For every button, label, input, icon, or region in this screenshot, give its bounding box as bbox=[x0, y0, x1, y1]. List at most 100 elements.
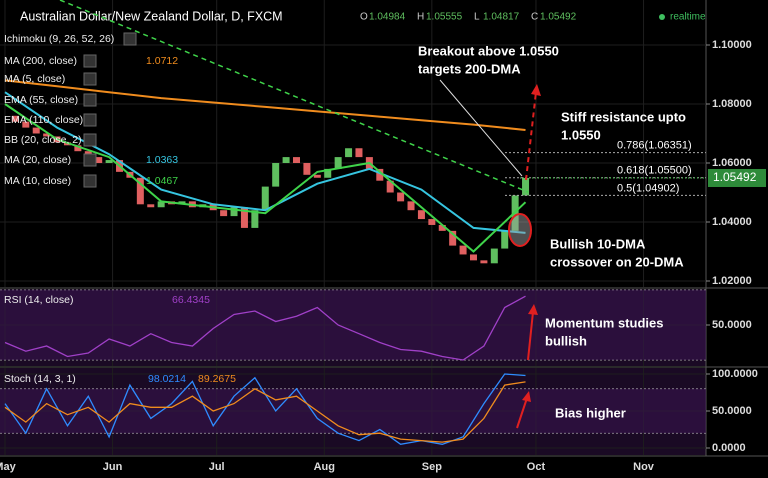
pointer-arrow bbox=[439, 79, 523, 177]
y-tick-label: 50.0000 bbox=[712, 405, 752, 417]
y-tick-label: 1.04000 bbox=[712, 216, 752, 228]
candle bbox=[313, 174, 321, 178]
trendline bbox=[59, 0, 529, 193]
legend-value: 98.0214 bbox=[148, 373, 186, 385]
legend-entry: BB (20, close, 2) bbox=[4, 134, 82, 146]
ma-line bbox=[4, 103, 527, 253]
legend-icon bbox=[83, 174, 97, 188]
ohlc-value: 1.05492 bbox=[540, 12, 577, 23]
indicator-line bbox=[4, 381, 526, 443]
candle bbox=[355, 148, 363, 158]
candle bbox=[136, 177, 144, 205]
candle bbox=[147, 204, 155, 208]
candle bbox=[501, 230, 509, 249]
annotation: Breakout above 1.0550 bbox=[418, 43, 559, 58]
y-tick-label: 1.08000 bbox=[712, 98, 752, 110]
candle bbox=[230, 207, 238, 217]
ohlc-key: O bbox=[360, 12, 368, 23]
annotation: Bullish 10-DMA bbox=[550, 236, 646, 251]
x-tick-label: Jul bbox=[209, 461, 225, 473]
candle bbox=[417, 210, 425, 220]
candle bbox=[74, 145, 82, 152]
candle bbox=[22, 121, 30, 128]
candle bbox=[459, 245, 467, 255]
annotation: 1.0550 bbox=[561, 127, 601, 142]
arrow-head bbox=[522, 391, 531, 402]
candle bbox=[522, 177, 530, 196]
candle bbox=[397, 192, 405, 202]
legend-entry: Ichimoku (9, 26, 52, 26) bbox=[4, 33, 114, 45]
annotation: Stiff resistance upto bbox=[561, 109, 686, 124]
candle bbox=[251, 210, 259, 228]
candle bbox=[345, 148, 353, 158]
candle bbox=[428, 219, 436, 225]
y-tick-label: 1.10000 bbox=[712, 39, 752, 51]
candle bbox=[449, 230, 457, 246]
candle bbox=[95, 157, 103, 164]
candle bbox=[490, 248, 498, 264]
stoch-arrow bbox=[516, 397, 528, 429]
ohlc-value: 1.05555 bbox=[426, 12, 463, 23]
candle bbox=[303, 163, 311, 175]
candle bbox=[438, 224, 446, 231]
legend-entry: MA (20, close) bbox=[4, 154, 71, 166]
ohlc-value: 1.04817 bbox=[483, 12, 520, 23]
status: realtime bbox=[670, 12, 706, 23]
annotation: Bias higher bbox=[555, 405, 626, 420]
ohlc-key: L bbox=[474, 12, 480, 23]
annotation: crossover on 20-DMA bbox=[550, 254, 684, 269]
x-tick-label: Jun bbox=[103, 461, 123, 473]
candle bbox=[469, 254, 477, 261]
legend-entry: MA (5, close) bbox=[4, 73, 65, 85]
indicator-line bbox=[4, 295, 526, 361]
crossover-highlight bbox=[508, 213, 532, 247]
legend-entry: MA (10, close) bbox=[4, 175, 71, 187]
level-band bbox=[0, 388, 706, 434]
ohlc-key: H bbox=[417, 12, 424, 23]
legend-icon bbox=[83, 72, 97, 86]
candle bbox=[220, 210, 228, 217]
x-tick-label: May bbox=[0, 461, 17, 473]
legend-icon bbox=[83, 113, 97, 127]
candle bbox=[293, 157, 301, 164]
candle bbox=[261, 186, 269, 211]
legend-icon bbox=[83, 133, 97, 147]
legend-value: 89.2675 bbox=[198, 373, 236, 385]
y-tick-label: 0.0000 bbox=[712, 442, 746, 454]
legend-icon bbox=[83, 153, 97, 167]
ma-line bbox=[4, 79, 526, 131]
annotation: bullish bbox=[545, 333, 587, 348]
arrow-head bbox=[528, 304, 538, 315]
candle bbox=[386, 180, 394, 193]
fib-label: 0.618(1.05500) bbox=[617, 165, 692, 177]
y-tick-label: 50.0000 bbox=[712, 319, 752, 331]
chart-title: Australian Dollar/New Zealand Dollar, D,… bbox=[20, 9, 283, 23]
candle bbox=[105, 160, 113, 164]
legend-value: 66.4345 bbox=[172, 294, 210, 306]
legend-icon bbox=[83, 54, 97, 68]
legend-icon bbox=[123, 32, 137, 46]
candle bbox=[240, 207, 248, 228]
projection-arrow bbox=[525, 91, 537, 181]
legend-value: 1.0712 bbox=[146, 55, 178, 67]
candle bbox=[157, 201, 165, 208]
legend-value: 1.0467 bbox=[146, 175, 178, 187]
legend-entry: EMA (55, close) bbox=[4, 94, 78, 106]
ohlc-key: C bbox=[531, 12, 538, 23]
candle bbox=[480, 260, 488, 264]
fib-label: 0.786(1.06351) bbox=[617, 140, 692, 152]
panel-title: Stoch (14, 3, 1) bbox=[4, 373, 76, 385]
arrow-head bbox=[531, 84, 541, 96]
y-tick-label: 1.06000 bbox=[712, 157, 752, 169]
x-tick-label: Oct bbox=[527, 461, 546, 473]
panel-title: RSI (14, close) bbox=[4, 294, 73, 306]
candle bbox=[324, 168, 332, 178]
last-price-label: 1.05492 bbox=[713, 170, 757, 184]
x-tick-label: Sep bbox=[422, 461, 442, 473]
y-tick-label: 1.02000 bbox=[712, 275, 752, 287]
legend-entry: EMA (110, close) bbox=[4, 114, 83, 126]
candle bbox=[43, 133, 51, 137]
fib-label: 0.5(1.04902) bbox=[617, 182, 679, 194]
last-price-box bbox=[708, 168, 766, 187]
